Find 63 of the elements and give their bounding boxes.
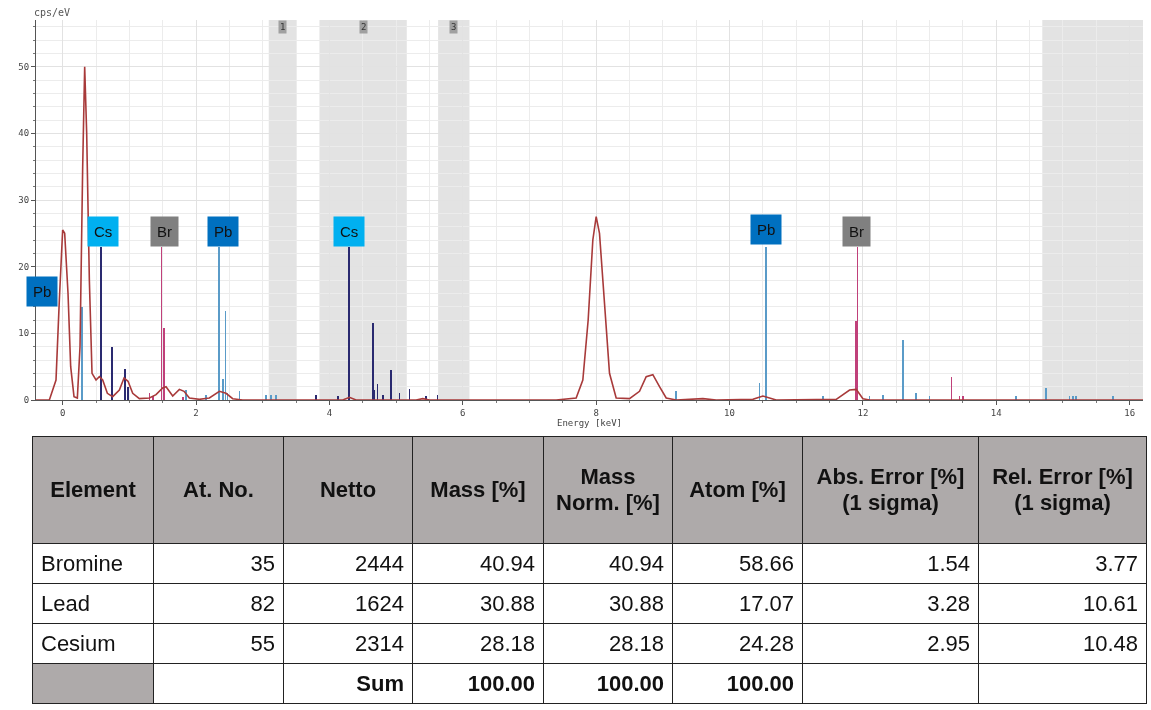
text: 17.07 [738, 590, 794, 616]
text: 100.00 [596, 670, 664, 696]
text: Element [32, 436, 154, 544]
y-tick-label: 10 [18, 328, 30, 339]
text: 100.00 [726, 670, 794, 696]
band-label: 3 [451, 22, 457, 32]
y-tick-label: 0 [23, 395, 30, 406]
text: 1624 [355, 590, 404, 616]
text: 3.77 [1095, 550, 1138, 576]
text: 58.66 [738, 550, 794, 576]
text: 28.18 [479, 630, 535, 656]
text: 30.88 [608, 590, 664, 616]
text: 3.28 [927, 590, 970, 616]
annotation: Pb [214, 223, 233, 240]
text: 10.61 [1082, 590, 1138, 616]
category-label: Mass [%] [412, 436, 544, 544]
category-label: Cesium [41, 630, 116, 656]
text: 35 [250, 550, 275, 576]
x-tick-label: 4 [326, 407, 333, 418]
text: 30.88 [479, 590, 535, 616]
annotation: Cs [340, 223, 359, 240]
text: 55 [250, 630, 275, 656]
text: 10.48 [1082, 630, 1138, 656]
x-tick-label: 6 [460, 407, 466, 418]
text: 2444 [355, 550, 404, 576]
annotation: Pb [33, 283, 52, 300]
x-tick-label: 12 [857, 407, 869, 418]
x-tick-label: 8 [593, 407, 599, 418]
category-label: Abs. Error [%] (1 sigma) [802, 436, 979, 544]
text: 40.94 [479, 550, 535, 576]
category-label: Rel. Error [%] (1 sigma) [978, 436, 1147, 544]
text: 40.94 [608, 550, 664, 576]
text: 100.00 [467, 670, 535, 696]
category-label: Mass Norm. [%] [543, 436, 673, 544]
category-label: Netto [283, 436, 413, 544]
x-tick-label: 14 [990, 407, 1002, 418]
x-tick-label: 2 [193, 407, 199, 418]
text: 1.54 [927, 550, 970, 576]
x-tick-label: 10 [724, 407, 735, 418]
x-tick-label: 16 [1124, 407, 1136, 418]
y-tick-label: 20 [18, 261, 30, 272]
category-label: At. No. [153, 436, 284, 544]
category-label: Atom [%] [672, 436, 803, 544]
y-tick-label: 30 [18, 195, 30, 206]
annotation: Br [157, 223, 172, 240]
category-label: Bromine [41, 550, 123, 576]
text: 2.95 [927, 630, 970, 656]
band-label: 1 [280, 22, 286, 32]
annotation: Br [849, 223, 864, 240]
y-axis-title: cps/eV [34, 7, 71, 18]
text: 24.28 [738, 630, 794, 656]
category-label: Lead [41, 590, 90, 616]
text: 28.18 [608, 630, 664, 656]
text: 2314 [355, 630, 404, 656]
x-tick-label: 0 [59, 407, 66, 418]
text: 82 [250, 590, 275, 616]
annotation: Cs [94, 223, 113, 240]
y-tick-label: 40 [18, 128, 30, 139]
band-label: 2 [361, 22, 367, 32]
annotation: Pb [757, 221, 776, 238]
y-tick-label: 50 [18, 61, 30, 72]
text: Sum [356, 670, 404, 696]
x-axis-title: Energy [keV] [556, 417, 623, 428]
